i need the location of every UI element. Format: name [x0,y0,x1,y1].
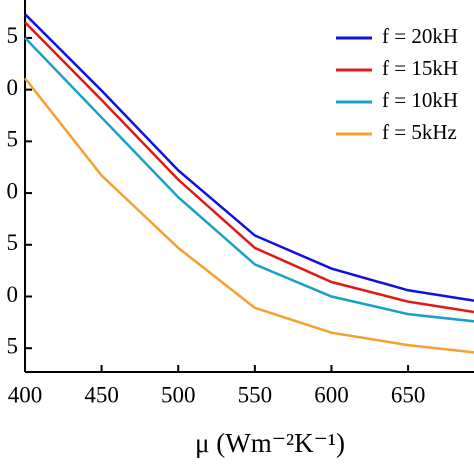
x-tick-label: 650 [391,382,426,407]
y-tick-label: 5 [7,333,19,358]
y-tick-label: 5 [7,230,19,255]
y-tick-label: 5 [7,23,19,48]
legend-label: f = 5kHz [382,120,457,144]
y-tick-label: 0 [7,282,19,307]
y-tick-label: 0 [7,178,19,203]
legend-label: f = 20kH [382,24,458,48]
x-tick-label: 450 [84,382,119,407]
x-axis-label: μ (Wm⁻²K⁻¹) [195,428,345,458]
y-tick-label: 0 [7,75,19,100]
x-tick-label: 500 [161,382,196,407]
legend-label: f = 15kH [382,56,458,80]
series-line [24,21,474,314]
x-tick-label: 600 [314,382,349,407]
legend-label: f = 10kH [382,88,458,112]
x-tick-label: 400 [8,382,43,407]
series-line [24,37,474,323]
x-tick-label: 550 [238,382,273,407]
y-tick-label: 5 [7,127,19,152]
series-line [24,13,474,302]
series-line [24,77,474,354]
